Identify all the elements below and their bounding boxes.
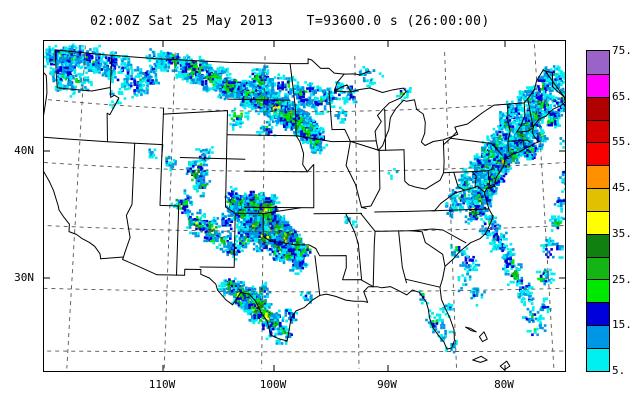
parallel-45n: [44, 98, 565, 113]
state-border-22: [410, 230, 446, 267]
state-border-38: [434, 189, 466, 212]
page-title: 02:00Z Sat 25 May 2013 T=93600.0 s (26:0…: [90, 14, 490, 29]
state-border-32: [443, 137, 498, 150]
y-axis-tick-30n: 30N: [14, 271, 34, 284]
state-border-30: [328, 90, 351, 142]
radar-reflectivity-layer: [44, 43, 565, 354]
x-axis-tick-80w: 80W: [494, 378, 514, 391]
state-border-20: [398, 230, 407, 284]
state-border-35: [487, 170, 496, 187]
state-border-24: [361, 149, 381, 208]
colorbar-band-40: [587, 210, 609, 234]
parallel-30n: [44, 287, 565, 293]
axis-tick-marks: [44, 41, 565, 371]
state-border-46: [496, 148, 503, 156]
colorbar-band-65: [587, 96, 609, 120]
colorbar-band-60: [587, 119, 609, 143]
state-border-16: [345, 213, 363, 281]
state-border-18: [374, 210, 436, 213]
meridian-110w: [163, 52, 176, 369]
border-mexico: [100, 256, 288, 342]
state-border-45: [527, 98, 534, 127]
island-1: [478, 331, 488, 343]
state-border-41: [516, 102, 526, 133]
colorbar-tick-65: 65.: [612, 89, 632, 103]
colorbar-tick-25: 25.: [612, 272, 632, 286]
colorbar-tick-5: 5.: [612, 364, 626, 377]
state-border-27: [384, 108, 387, 151]
state-border-42: [516, 128, 533, 133]
state-border-3: [123, 142, 136, 258]
map-plot-area: [43, 40, 566, 372]
state-border-10: [243, 164, 315, 209]
colorbar-band-75: [587, 51, 609, 74]
parallel-40n: [44, 162, 565, 173]
state-border-21: [405, 278, 441, 288]
colorbar-tick-55: 55.: [612, 135, 632, 149]
island-0: [465, 326, 477, 333]
map-outline-layer: [44, 49, 565, 371]
x-axis-tick-110w: 110W: [148, 378, 176, 391]
colorbar-band-45: [587, 188, 609, 211]
state-border-14: [315, 248, 374, 288]
border-canada-49n: [54, 49, 309, 65]
lat-lon-graticule: [44, 44, 565, 369]
state-border-5: [162, 110, 236, 268]
state-border-2: [44, 136, 164, 158]
colorbar-band-35: [587, 233, 609, 257]
state-border-7: [226, 63, 297, 137]
x-axis-tick-90w: 90W: [377, 378, 397, 391]
state-border-1: [106, 54, 120, 143]
colorbar-tick-75: 75.: [612, 44, 632, 57]
y-axis-tick-40n: 40N: [14, 144, 34, 157]
coastline-pacific: [44, 72, 102, 260]
parallel-25n: [44, 350, 565, 353]
island-3: [499, 360, 511, 371]
state-border-26: [349, 140, 405, 151]
coastline-gulf-atlantic: [286, 69, 565, 350]
state-border-33: [450, 131, 458, 139]
state-border-15: [314, 255, 321, 296]
state-border-47: [544, 70, 565, 98]
colorbar-tick-15: 15.: [612, 318, 632, 332]
colorbar: [586, 50, 610, 372]
state-border-9: [244, 135, 308, 173]
colorbar-tick-45: 45.: [612, 181, 632, 195]
state-border-31: [408, 140, 445, 190]
island-2: [472, 355, 488, 363]
colorbar-band-55: [587, 142, 609, 166]
colorbar-band-25: [587, 279, 609, 303]
parallel-35n: [44, 225, 565, 233]
state-border-25: [345, 140, 367, 209]
state-border-8: [227, 98, 291, 101]
state-border-40: [507, 103, 511, 152]
state-border-39: [431, 208, 490, 212]
state-border-17: [360, 212, 376, 288]
radar-map-svg: [44, 41, 565, 371]
colorbar-tick-labels: 75. 65. 55. 45. 35. 25. 15. 5.: [612, 40, 640, 385]
colorbar-band-30: [587, 256, 609, 280]
meridian-120w: [66, 45, 86, 369]
colorbar-band-70: [587, 73, 609, 97]
x-axis-tick-100w: 100W: [259, 378, 287, 391]
state-border-37: [453, 171, 476, 191]
colorbar-band-15: [587, 325, 609, 348]
state-border-19: [374, 228, 467, 244]
colorbar-band-20: [587, 302, 609, 326]
colorbar-tick-35: 35.: [612, 226, 632, 240]
state-border-43: [507, 139, 531, 143]
state-border-23: [403, 149, 410, 186]
state-border-4: [159, 107, 180, 276]
state-border-0: [54, 49, 111, 92]
state-border-28: [295, 135, 377, 143]
state-border-6: [179, 157, 246, 160]
state-border-36: [471, 171, 485, 193]
state-border-12: [262, 213, 317, 249]
meridian-70w: [534, 44, 555, 369]
border-canada-minnesota: [307, 58, 345, 75]
colorbar-band-50: [587, 165, 609, 189]
state-border-29: [333, 90, 353, 93]
colorbar-band-10: [587, 347, 609, 371]
